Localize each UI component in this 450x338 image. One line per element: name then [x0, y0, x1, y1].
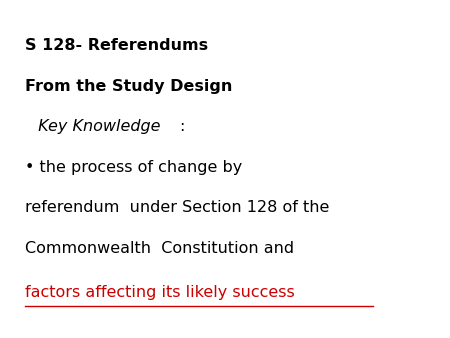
Text: • the process of change by: • the process of change by [25, 160, 242, 175]
Text: From the Study Design: From the Study Design [25, 79, 232, 94]
Text: referendum  under Section 128 of the: referendum under Section 128 of the [25, 200, 329, 215]
Text: factors affecting its likely success: factors affecting its likely success [25, 285, 294, 300]
Text: Key Knowledge: Key Knowledge [33, 119, 160, 134]
Text: S 128- Referendums: S 128- Referendums [25, 38, 208, 53]
Text: Commonwealth  Constitution and: Commonwealth Constitution and [25, 241, 294, 256]
Text: :: : [179, 119, 184, 134]
